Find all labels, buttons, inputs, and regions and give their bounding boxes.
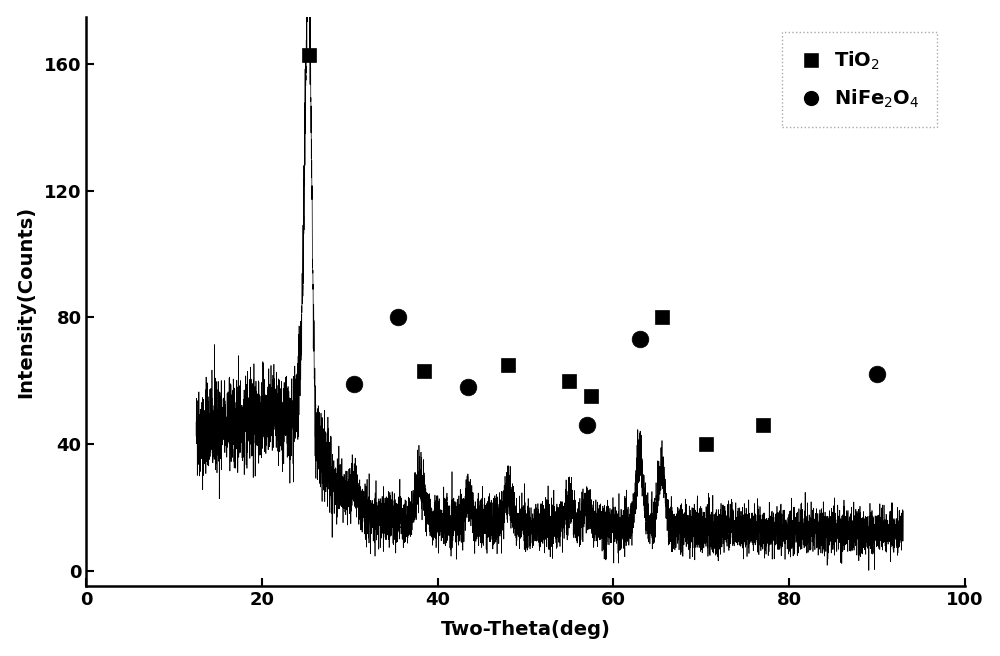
Legend: TiO$_2$, NiFe$_2$O$_4$: TiO$_2$, NiFe$_2$O$_4$	[782, 32, 937, 127]
Y-axis label: Intensity(Counts): Intensity(Counts)	[17, 205, 36, 398]
X-axis label: Two-Theta(deg): Two-Theta(deg)	[441, 621, 610, 640]
